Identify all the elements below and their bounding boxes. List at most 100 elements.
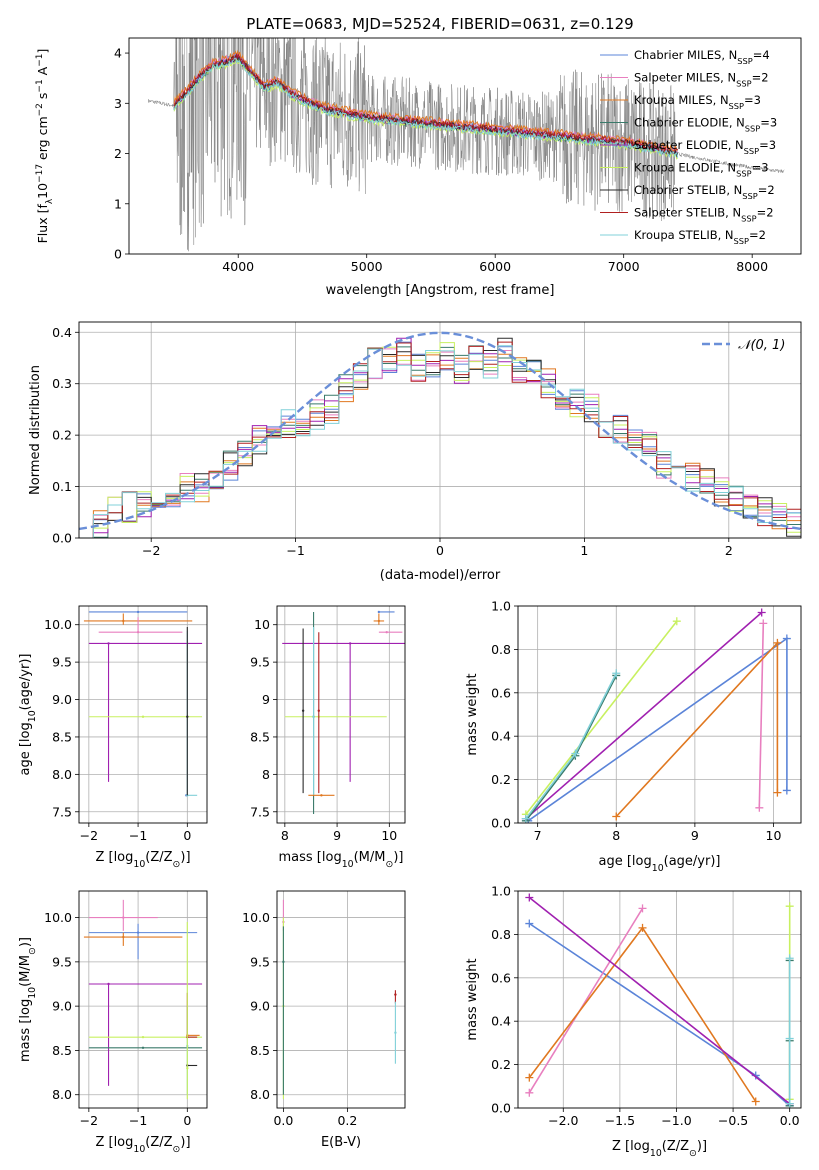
data-point bbox=[186, 715, 189, 718]
y-tick-label: 0.2 bbox=[491, 772, 511, 787]
hist-kroupa_stelib bbox=[79, 345, 801, 538]
x-tick-label: −2 bbox=[142, 543, 160, 558]
label-part: mass [log bbox=[18, 999, 33, 1062]
plot-area bbox=[83, 899, 203, 1100]
y-axis-label: age [log10(age/yr)] bbox=[18, 654, 38, 776]
y-tick-label: 0.2 bbox=[491, 1057, 511, 1072]
plot-area bbox=[83, 610, 203, 797]
data-point bbox=[377, 619, 381, 623]
data-point bbox=[320, 794, 323, 797]
y-axis-label: mass weight bbox=[465, 673, 480, 755]
label-part: Salpeter STELIB, N bbox=[634, 206, 741, 220]
marker bbox=[773, 638, 782, 647]
x-tick-label: 5000 bbox=[351, 259, 383, 274]
y-tick-label: 9.0 bbox=[52, 692, 72, 707]
label-part: ⊙ bbox=[27, 947, 38, 955]
x-tick-label: −0.5 bbox=[718, 1113, 748, 1128]
data-point bbox=[385, 630, 388, 634]
label-part: −1 bbox=[35, 54, 45, 67]
y-tick-label: 0.6 bbox=[491, 685, 511, 700]
legend-entry: Kroupa STELIB, NSSP=2 bbox=[634, 228, 766, 246]
x-tick-label: 7000 bbox=[608, 259, 640, 274]
marker bbox=[571, 749, 580, 758]
legend-entry: Chabrier STELIB, NSSP=2 bbox=[634, 183, 775, 201]
panel-mass_vs_Z: −2 −1 08.08.59.09.510.0Z [log10(Z/Z⊙)]mass… bbox=[18, 890, 208, 1155]
y-tick-label: 0.3 bbox=[52, 376, 72, 391]
y-tick-label: 8.0 bbox=[52, 767, 72, 782]
label-part: Kroupa MILES, N bbox=[634, 93, 729, 107]
label-part: ⊙ bbox=[173, 859, 181, 870]
legend-entry: Salpeter STELIB, NSSP=2 bbox=[634, 206, 774, 224]
label-part: age [log bbox=[599, 854, 652, 869]
label-part: erg cm bbox=[35, 116, 50, 164]
plot-area bbox=[282, 610, 405, 815]
label-part: SSP bbox=[736, 169, 751, 179]
panel-age_vs_Z: −2 −1 07.58.08.59.09.510.0Z [log10(Z/Z⊙)]a… bbox=[18, 605, 208, 870]
y-tick-label: 0.4 bbox=[52, 325, 72, 340]
model-line-kroupa_miles bbox=[173, 49, 678, 152]
label-part: =2 bbox=[758, 183, 775, 197]
y-tick-label: 9.5 bbox=[250, 954, 270, 969]
model-line-kroupa_stelib bbox=[173, 57, 679, 159]
y-tick-label: 7.5 bbox=[52, 804, 72, 819]
x-tick-label: 8 bbox=[612, 828, 620, 843]
label-part: =2 bbox=[752, 71, 769, 85]
label-part: Chabrier STELIB, N bbox=[634, 183, 742, 197]
y-tick-label: 9.5 bbox=[52, 954, 72, 969]
normal-curve bbox=[79, 331, 801, 531]
marker bbox=[612, 812, 621, 821]
data-point bbox=[122, 916, 125, 919]
label-part: =3 bbox=[759, 138, 776, 152]
label-part: Kroupa ELODIE, N bbox=[634, 161, 736, 175]
marker bbox=[521, 814, 530, 823]
legend-entry: Chabrier ELODIE, NSSP=3 bbox=[634, 116, 777, 134]
label-part: SSP bbox=[742, 191, 757, 201]
label-part: SSP bbox=[736, 79, 751, 89]
y-axis-label: mass weight bbox=[465, 958, 480, 1040]
x-axis-label: mass [log10(M/M⊙)] bbox=[279, 850, 404, 870]
legend-entry: 𝒩(0, 1) bbox=[738, 338, 785, 353]
label-part: Chabrier ELODIE, N bbox=[634, 116, 745, 130]
y-tick-label: 9.0 bbox=[250, 999, 270, 1014]
marker bbox=[525, 893, 534, 902]
marker bbox=[757, 608, 766, 617]
data-point bbox=[122, 935, 125, 939]
x-tick-label: −2 bbox=[80, 1113, 98, 1128]
y-tick-label: 1.0 bbox=[491, 884, 511, 899]
x-tick-label: −2 bbox=[80, 828, 98, 843]
marker bbox=[785, 902, 794, 911]
marker bbox=[612, 669, 621, 678]
y-tick-label: 10.0 bbox=[242, 910, 270, 925]
x-tick-label: 9 bbox=[691, 828, 699, 843]
axes-frame bbox=[517, 890, 802, 1109]
label-part: (age/yr)] bbox=[18, 654, 33, 711]
label-part: SSP bbox=[745, 124, 760, 134]
x-tick-label: 2 bbox=[725, 543, 733, 558]
label-part: (M/M bbox=[18, 955, 33, 987]
label-part: (Z/Z bbox=[145, 1135, 172, 1150]
panel-residuals: −2 −1 0 1 2 0.0 0.1 0.2 0.3 0.4 (data-model)/error… bbox=[28, 321, 802, 583]
axes-frame bbox=[517, 605, 802, 824]
label-part: =4 bbox=[753, 48, 770, 62]
label-part: 10 bbox=[650, 1148, 662, 1159]
y-axis-label: Flux [fλ10−17 erg cm−2 s−1 A−1] bbox=[35, 49, 55, 244]
label-part: s bbox=[35, 93, 50, 104]
label-part: ⊙ bbox=[385, 859, 393, 870]
weight-line-salpeter_elodie bbox=[528, 896, 791, 1105]
x-tick-label: 8000 bbox=[736, 259, 768, 274]
y-tick-label: 2 bbox=[114, 146, 122, 161]
y-tick-label: 10.0 bbox=[44, 617, 72, 632]
x-axis-label: Z [log10(Z/Z⊙)] bbox=[612, 1139, 707, 1159]
weight-line-chabrier_miles bbox=[528, 922, 791, 1107]
axes-frame bbox=[78, 605, 208, 824]
label-part: )] bbox=[697, 1139, 707, 1154]
model-line-salpeter_stelib bbox=[173, 53, 678, 155]
panel-spectrum: 4000 5000 6000 7000 8000 0 1 2 3 4 PLATE=0683, MJD… bbox=[35, 15, 802, 298]
marker bbox=[785, 954, 794, 963]
y-tick-label: 0 bbox=[114, 247, 122, 262]
marker bbox=[638, 923, 647, 932]
label-part: Kroupa STELIB, N bbox=[634, 228, 734, 242]
data-point bbox=[312, 715, 315, 718]
